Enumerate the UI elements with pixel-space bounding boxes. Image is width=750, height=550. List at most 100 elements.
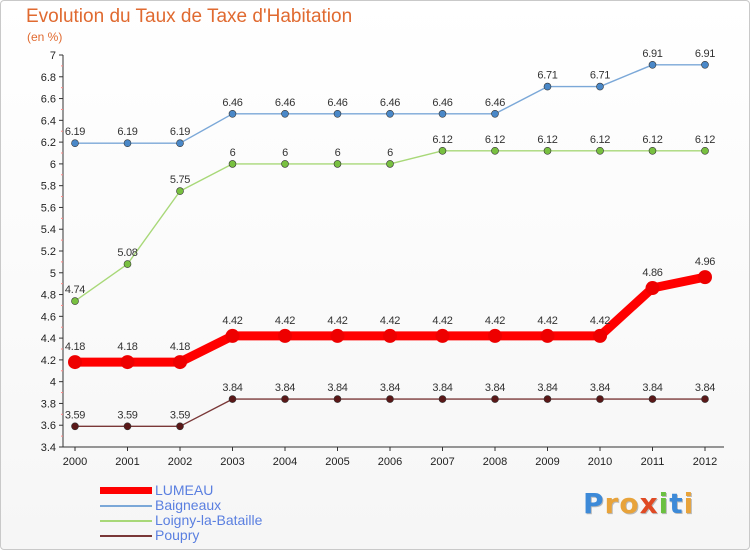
- data-point-lumeau: [278, 328, 292, 343]
- logo-letter: r: [604, 487, 620, 520]
- y-tick-label: 5.2: [41, 246, 56, 258]
- data-label-loigny-la-bataille: 6: [230, 147, 236, 159]
- data-point-loigny-la-bataille: [228, 160, 237, 168]
- data-label-lumeau: 4.42: [327, 315, 347, 327]
- data-label-lumeau: 4.42: [485, 315, 505, 327]
- x-tick-label: 2012: [693, 456, 717, 468]
- data-point-loigny-la-bataille: [71, 297, 79, 305]
- data-label-loigny-la-bataille: 6.12: [537, 134, 557, 146]
- y-tick-label: 6.8: [41, 72, 56, 84]
- legend-swatch-poupry: [100, 534, 152, 537]
- y-tick-label: 3.8: [41, 398, 56, 410]
- data-point-lumeau: [698, 270, 712, 285]
- y-tick-label: 6: [50, 159, 56, 171]
- data-point-poupry: [648, 395, 657, 403]
- data-point-loigny-la-bataille: [438, 147, 447, 155]
- data-point-lumeau: [435, 328, 450, 343]
- data-label-loigny-la-bataille: 5.08: [117, 247, 137, 259]
- data-point-poupry: [123, 422, 132, 431]
- data-label-baigneaux: 6.19: [65, 126, 85, 138]
- data-label-loigny-la-bataille: 6.12: [695, 134, 715, 146]
- data-point-baigneaux: [176, 139, 184, 147]
- data-point-poupry: [491, 395, 499, 403]
- data-label-poupry: 3.59: [117, 409, 137, 421]
- data-label-loigny-la-bataille: 6.12: [485, 134, 505, 146]
- data-point-loigny-la-bataille: [543, 147, 552, 155]
- x-tick-label: 2003: [220, 456, 244, 468]
- x-tick-label: 2007: [430, 456, 454, 468]
- legend-label-baigneaux: Baigneaux: [155, 497, 222, 513]
- data-point-baigneaux: [491, 110, 499, 118]
- data-point-baigneaux: [386, 110, 394, 118]
- data-point-loigny-la-bataille: [491, 147, 499, 155]
- data-point-baigneaux: [281, 110, 289, 118]
- data-label-poupry: 3.84: [642, 382, 662, 394]
- chart-legend: LUMEAU Baigneaux Loigny-la-Bataille Poup…: [100, 483, 262, 543]
- data-label-baigneaux: 6.71: [590, 70, 610, 82]
- data-point-baigneaux: [701, 61, 709, 69]
- proxiti-logo: Proxiti: [583, 487, 694, 520]
- data-label-poupry: 3.84: [590, 382, 610, 394]
- data-label-baigneaux: 6.46: [485, 97, 505, 109]
- series-layer: 6.19 6.19 6.19 6.46 6.46 6.46 6.46 6.46 6.46 6.71…: [65, 48, 716, 431]
- data-label-baigneaux: 6.91: [695, 48, 715, 60]
- logo-letter: i: [683, 487, 695, 520]
- data-label-lumeau: 4.18: [170, 341, 190, 353]
- data-point-lumeau: [330, 328, 345, 343]
- legend-label-loigny: Loigny-la-Bataille: [155, 512, 263, 528]
- data-label-lumeau: 4.18: [117, 341, 137, 353]
- data-label-lumeau: 4.18: [65, 341, 85, 353]
- data-point-lumeau: [488, 328, 502, 343]
- y-tick-label: 3.6: [41, 420, 56, 432]
- data-point-poupry: [71, 422, 79, 431]
- data-point-poupry: [438, 395, 447, 403]
- data-point-lumeau: [173, 355, 187, 370]
- data-label-poupry: 3.84: [275, 382, 295, 394]
- data-label-loigny-la-bataille: 6: [387, 147, 393, 159]
- x-tick-label: 2000: [63, 456, 87, 468]
- y-tick-label: 4.4: [41, 333, 56, 345]
- y-tick-label: 7: [50, 50, 56, 62]
- data-point-poupry: [596, 395, 604, 403]
- logo-letter: P: [583, 487, 605, 520]
- data-point-lumeau: [120, 355, 135, 370]
- logo-letter: t: [669, 487, 684, 520]
- legend-label-lumeau: LUMEAU: [155, 482, 214, 498]
- data-point-poupry: [176, 422, 184, 431]
- data-point-baigneaux: [123, 139, 132, 147]
- x-tick-label: 2004: [273, 456, 297, 468]
- data-label-poupry: 3.84: [432, 382, 452, 394]
- legend-swatch-lumeau: [100, 487, 152, 494]
- data-label-baigneaux: 6.19: [170, 126, 190, 138]
- data-label-lumeau: 4.86: [642, 267, 662, 279]
- data-label-lumeau: 4.42: [380, 315, 400, 327]
- data-label-baigneaux: 6.91: [642, 48, 662, 60]
- x-tick-label: 2011: [641, 456, 665, 468]
- data-label-lumeau: 4.42: [590, 315, 610, 327]
- data-point-loigny-la-bataille: [333, 160, 342, 168]
- data-point-baigneaux: [438, 110, 447, 118]
- y-tick-label: 6.4: [41, 115, 56, 127]
- data-label-loigny-la-bataille: 6: [335, 147, 341, 159]
- y-tick-label: 5.6: [41, 202, 56, 214]
- legend-item-lumeau: LUMEAU: [100, 483, 262, 498]
- data-point-lumeau: [383, 328, 397, 343]
- data-point-loigny-la-bataille: [648, 147, 657, 155]
- data-label-poupry: 3.84: [537, 382, 557, 394]
- data-point-poupry: [333, 395, 342, 403]
- data-label-loigny-la-bataille: 5.75: [170, 174, 190, 186]
- chart-subtitle: (en %): [27, 30, 63, 44]
- y-tick-label: 3.4: [41, 442, 56, 454]
- x-tick-label: 2005: [325, 456, 349, 468]
- data-point-poupry: [281, 395, 289, 403]
- data-label-lumeau: 4.42: [275, 315, 295, 327]
- data-point-poupry: [701, 395, 709, 403]
- y-tick-label: 5: [50, 268, 56, 280]
- data-label-poupry: 3.84: [380, 382, 400, 394]
- data-point-baigneaux: [596, 82, 604, 91]
- data-label-lumeau: 4.42: [537, 315, 557, 327]
- data-point-loigny-la-bataille: [281, 160, 289, 168]
- data-label-lumeau: 4.42: [432, 315, 452, 327]
- data-point-baigneaux: [648, 61, 657, 69]
